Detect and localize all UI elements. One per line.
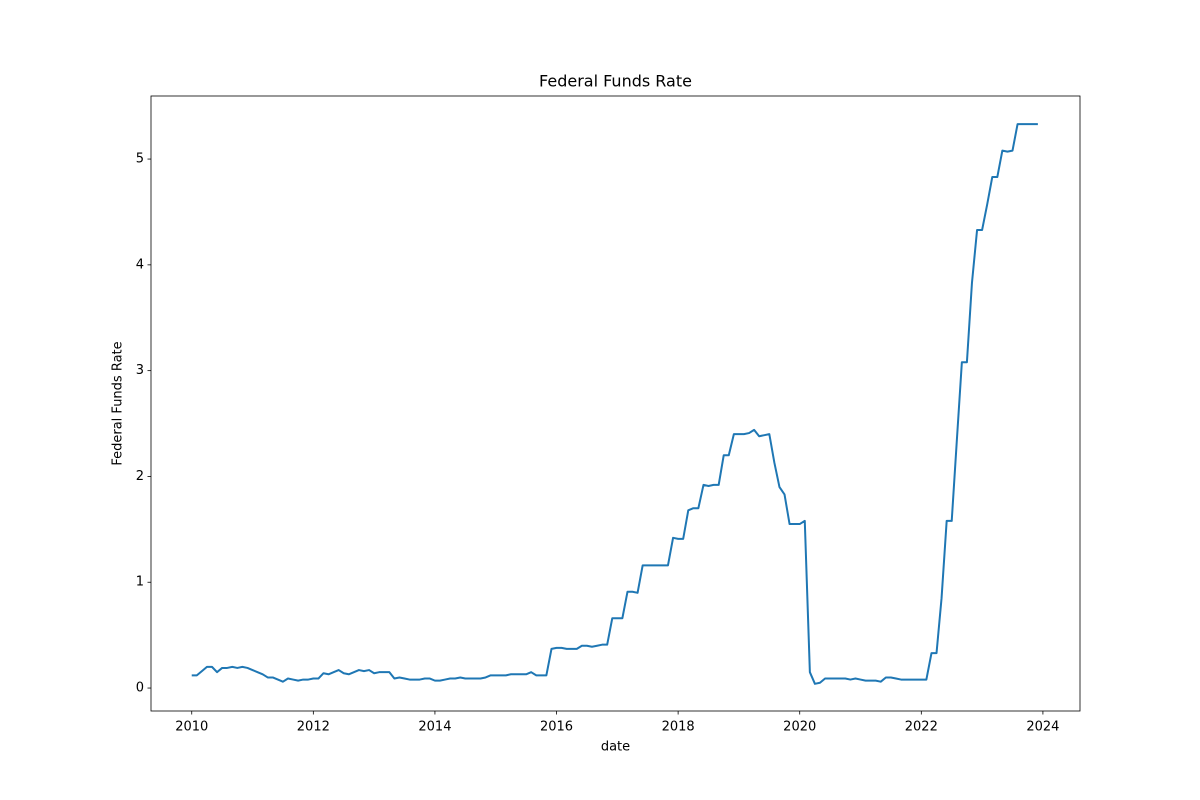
x-tick-label: 2024 bbox=[1026, 720, 1059, 735]
data-line bbox=[191, 123, 1038, 685]
x-tick-label: 2020 bbox=[783, 720, 816, 735]
x-tick-label: 2014 bbox=[418, 720, 451, 735]
plot-frame bbox=[150, 95, 1081, 712]
x-tick-label: 2012 bbox=[297, 720, 330, 735]
y-tick-label: 5 bbox=[136, 152, 144, 167]
x-tick-label: 2010 bbox=[175, 720, 208, 735]
x-axis-label: date bbox=[601, 740, 630, 755]
y-axis-label: Federal Funds Rate bbox=[111, 341, 126, 465]
x-tick-label: 2022 bbox=[905, 720, 938, 735]
y-tick-label: 0 bbox=[136, 681, 144, 696]
x-tick-label: 2018 bbox=[662, 720, 695, 735]
x-tick-label: 2016 bbox=[540, 720, 573, 735]
y-tick-label: 3 bbox=[136, 363, 144, 378]
y-tick-label: 4 bbox=[136, 257, 144, 272]
chart-title: Federal Funds Rate bbox=[539, 72, 692, 91]
y-tick-label: 1 bbox=[136, 575, 144, 590]
y-tick-label: 2 bbox=[136, 469, 144, 484]
